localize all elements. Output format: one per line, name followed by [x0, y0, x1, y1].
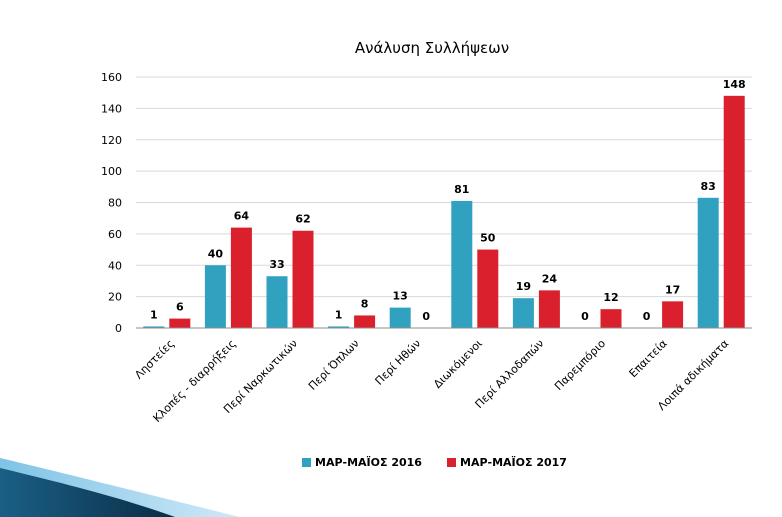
- legend-swatch-2016: [302, 458, 311, 467]
- bar-2017: [477, 249, 499, 328]
- y-tick-label: 60: [108, 228, 122, 241]
- bar-2016: [143, 326, 165, 328]
- data-label: 50: [480, 232, 496, 245]
- y-tick-label: 80: [108, 197, 122, 210]
- y-tick-label: 100: [101, 165, 122, 178]
- category-label: Ληστείες: [132, 337, 177, 382]
- y-tick-label: 20: [108, 291, 122, 304]
- legend: ΜΑΡ-ΜΑΪΟΣ 2016 ΜΑΡ-ΜΑΪΟΣ 2017: [302, 455, 567, 469]
- bar-2017: [723, 95, 745, 328]
- legend-label-2016: ΜΑΡ-ΜΑΪΟΣ 2016: [315, 455, 422, 469]
- data-label: 0: [581, 310, 589, 323]
- data-label: 0: [643, 310, 651, 323]
- data-label: 81: [454, 183, 469, 196]
- category-label: Παρεμπόριο: [552, 337, 608, 393]
- y-axis-ticks: 0 20 40 60 80 100 120 140 160: [101, 71, 122, 335]
- data-label: 17: [665, 283, 680, 296]
- legend-label-2017: ΜΑΡ-ΜΑΪΟΣ 2017: [460, 455, 567, 469]
- category-label: Διωκόμενοι: [431, 337, 485, 391]
- data-label: 33: [269, 258, 284, 271]
- bar-2016: [697, 197, 719, 328]
- bar-2016: [389, 307, 411, 328]
- y-tick-label: 160: [101, 71, 122, 84]
- bar-2017: [354, 315, 376, 328]
- bar-2017: [662, 301, 684, 328]
- data-label: 8: [361, 297, 369, 310]
- category-label: Περί Όπλων: [306, 337, 362, 393]
- category-label: Περί Αλλοδαπών: [473, 337, 547, 411]
- bar-2017: [230, 227, 252, 328]
- data-label: 0: [422, 310, 430, 323]
- data-label: 1: [335, 308, 343, 321]
- bar-2016: [204, 265, 226, 328]
- data-label: 12: [603, 291, 618, 304]
- data-label: 1: [150, 308, 158, 321]
- bar-2017: [538, 290, 560, 328]
- data-label: 40: [208, 247, 224, 260]
- data-label: 19: [516, 280, 531, 293]
- bar-2016: [512, 298, 534, 328]
- category-label: Περί Ηθών: [373, 337, 424, 388]
- y-tick-label: 140: [101, 102, 122, 115]
- y-tick-label: 120: [101, 134, 122, 147]
- data-label: 148: [723, 78, 746, 91]
- bar-2016: [266, 276, 288, 328]
- y-tick-label: 0: [115, 322, 122, 335]
- data-label: 24: [542, 272, 558, 285]
- data-label: 64: [234, 210, 250, 223]
- chart-title: Ανάλυση Συλλήψεων: [355, 39, 509, 57]
- data-label: 6: [176, 301, 184, 314]
- category-label: Επαιτεία: [627, 337, 670, 380]
- bar-2017: [169, 318, 191, 328]
- data-label: 13: [393, 290, 408, 303]
- data-label: 83: [701, 180, 716, 193]
- data-label: 62: [295, 213, 310, 226]
- gridlines: [136, 76, 752, 298]
- bar-2016: [451, 200, 473, 328]
- bar-2016: [328, 326, 350, 328]
- bar-2017: [600, 309, 622, 328]
- bar-2017: [292, 230, 314, 328]
- y-tick-label: 40: [108, 259, 122, 272]
- legend-swatch-2017: [447, 458, 456, 467]
- bars: [143, 95, 745, 328]
- corner-swoosh-decoration: [0, 458, 240, 517]
